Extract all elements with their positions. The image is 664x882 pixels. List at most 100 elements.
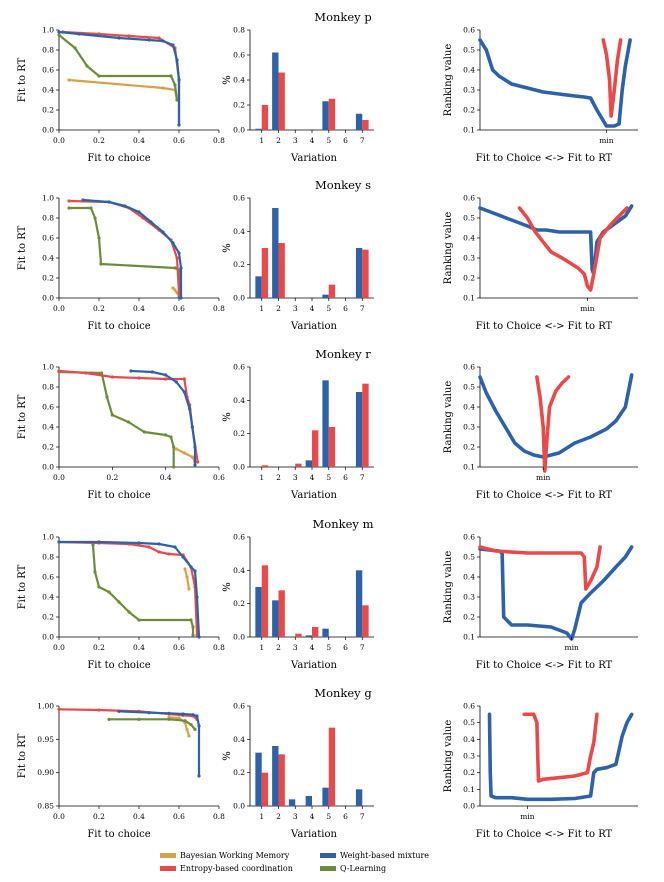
bar-weight-based-mixture	[255, 276, 262, 298]
bars-xtick-label: 7	[360, 473, 365, 482]
bars-xtick-label: 2	[276, 304, 281, 313]
ranking-ytick-label: 0.4	[463, 234, 475, 243]
pareto-point-entropy-based-coordination	[97, 32, 101, 36]
pareto-ytick-label: 0.6	[42, 573, 54, 582]
bars-ylabel: %	[222, 751, 233, 761]
pareto-xtick-label: 0.6	[173, 136, 185, 145]
bar-entropy-based-coordination	[261, 465, 269, 467]
pareto-series-bayesian-working-memory	[175, 447, 197, 464]
bar-weight-based-mixture	[288, 799, 296, 806]
pareto-point-bayesian-working-memory	[185, 575, 189, 579]
pareto-point-weight-based-mixture	[189, 565, 193, 569]
ranking-min-label: min	[536, 473, 551, 482]
bars-xlabel: Variation	[290, 153, 337, 164]
pareto-xlabel: Fit to choice	[87, 321, 150, 332]
pareto-ytick-label: 0.6	[42, 234, 54, 243]
bar-weight-based-mixture	[272, 746, 279, 806]
pareto-point-weight-based-mixture	[123, 204, 127, 208]
bars-xtick-label: 2	[276, 643, 281, 652]
pareto-point-bayesian-working-memory	[173, 288, 177, 292]
pareto-ytick-label: 0.2	[42, 106, 54, 115]
pareto-ytick-label: 0.4	[42, 86, 54, 95]
pareto-point-q-learning	[191, 633, 195, 637]
pareto-series-bayesian-working-memory	[183, 567, 191, 591]
pareto-point-weight-based-mixture	[149, 220, 153, 224]
bar-weight-based-mixture	[355, 392, 363, 467]
ranking-ytick-label: 0.6	[463, 26, 475, 35]
pareto-point-q-learning	[126, 420, 130, 424]
variation-bar-chart: 0.0 0.2 0.4 0.6 1 2 3 4 5 6 7 Variation%	[222, 194, 374, 332]
pareto-xtick-label: 0.6	[173, 812, 185, 821]
ranking-ytick-label: 0.4	[463, 735, 475, 744]
pareto-ytick-label: 1.00	[37, 702, 54, 711]
ranking-ytick-label: 0.4	[463, 573, 475, 582]
bars-ytick-label: 0.0	[233, 802, 245, 811]
ranking-xlabel: Fit to Choice <-> Fit to RT	[476, 660, 613, 671]
bar-entropy-based-coordination	[328, 98, 336, 130]
bars-xtick-label: 4	[310, 812, 315, 821]
bars-xtick-label: 6	[343, 304, 348, 313]
pareto-series-entropy-based-coordination	[57, 540, 199, 637]
ranking-ytick-label: 0.1	[463, 126, 475, 135]
pareto-point-q-learning	[183, 719, 187, 723]
bars-ytick-label: 0.6	[233, 194, 245, 203]
pareto-point-weight-based-mixture	[179, 296, 183, 300]
bars-xtick-label: 7	[360, 643, 365, 652]
bar-weight-based-mixture	[272, 600, 279, 637]
pareto-point-entropy-based-coordination	[127, 34, 131, 38]
pareto-ytick-label: 0.4	[42, 423, 54, 432]
pareto-point-entropy-based-coordination	[164, 377, 168, 381]
pareto-xtick-label: 0.8	[213, 812, 225, 821]
pareto-series-q-learning	[57, 33, 179, 102]
legend: Bayesian Working Memory Entropy-based coo…	[160, 851, 429, 873]
pareto-xtick-label: 0.6	[213, 473, 225, 482]
ranking-xlabel: Fit to Choice <-> Fit to RT	[476, 321, 613, 332]
pareto-point-q-learning	[167, 717, 171, 721]
bar-entropy-based-coordination	[261, 248, 269, 298]
pareto-point-entropy-based-coordination	[196, 460, 200, 464]
ranking-series-weight-based-mixture	[478, 545, 634, 641]
pareto-point-weight-based-mixture	[193, 569, 197, 573]
pareto-series-entropy-based-coordination	[61, 30, 181, 127]
pareto-xtick-label: 0.4	[133, 812, 145, 821]
bar-weight-based-mixture	[272, 52, 279, 130]
pareto-point-weight-based-mixture	[81, 198, 85, 202]
bars-xtick-label: 2	[276, 136, 281, 145]
pareto-xtick-label: 0.4	[133, 136, 145, 145]
pareto-point-weight-based-mixture	[190, 425, 194, 429]
bars-xlabel: Variation	[290, 490, 337, 501]
ranking-ylabel: Ranking value	[443, 720, 454, 793]
pareto-point-weight-based-mixture	[164, 373, 168, 377]
bars-ytick-label: 0.2	[233, 101, 245, 110]
pareto-ytick-label: 0.90	[37, 768, 54, 777]
ranking-series-weight-based-mixture	[478, 204, 634, 276]
ranking-xlabel: Fit to Choice <-> Fit to RT	[476, 490, 613, 501]
ranking-ytick-label: 0.6	[463, 363, 475, 372]
ranking-series-weight-based-mixture	[478, 38, 632, 128]
ranking-chart: 0.1 0.2 0.3 0.4 0.5 0.6 min Fit to Choice <-> F…	[443, 26, 638, 164]
pareto-xtick-label: 0.6	[173, 304, 185, 313]
bars-xtick-label: 2	[276, 812, 281, 821]
pareto-point-q-learning	[137, 618, 141, 622]
pareto-ytick-label: 1.0	[42, 26, 54, 35]
pareto-xtick-label: 0.2	[93, 304, 105, 313]
ranking-series-entropy-based-coordination	[601, 38, 623, 118]
pareto-xtick-label: 0.2	[93, 136, 105, 145]
pareto-point-weight-based-mixture	[182, 390, 186, 394]
bars-xtick-label: 5	[326, 304, 331, 313]
bar-weight-based-mixture	[355, 570, 363, 637]
bar-entropy-based-coordination	[278, 754, 285, 806]
pareto-point-weight-based-mixture	[191, 713, 195, 717]
pareto-xtick-label: 0.2	[106, 473, 118, 482]
bar-weight-based-mixture	[272, 208, 279, 298]
pareto-point-entropy-based-coordination	[67, 199, 71, 203]
bars-xtick-label: 5	[326, 473, 331, 482]
pareto-ytick-label: 0.85	[37, 802, 54, 811]
ranking-ylabel: Ranking value	[443, 381, 454, 454]
pareto-ytick-label: 0.8	[42, 46, 54, 55]
ranking-ytick-label: 0.3	[463, 593, 475, 602]
panel-row-monkey-r: Monkey r 0.0 0.2 0.4 0.6 0.8 1.0 0.0 0.2 0.4 0.6 Fi…	[17, 347, 638, 501]
ranking-xlabel: Fit to Choice <-> Fit to RT	[476, 153, 613, 164]
pareto-point-weight-based-mixture	[197, 635, 201, 639]
bars-xtick-label: 4	[310, 473, 315, 482]
